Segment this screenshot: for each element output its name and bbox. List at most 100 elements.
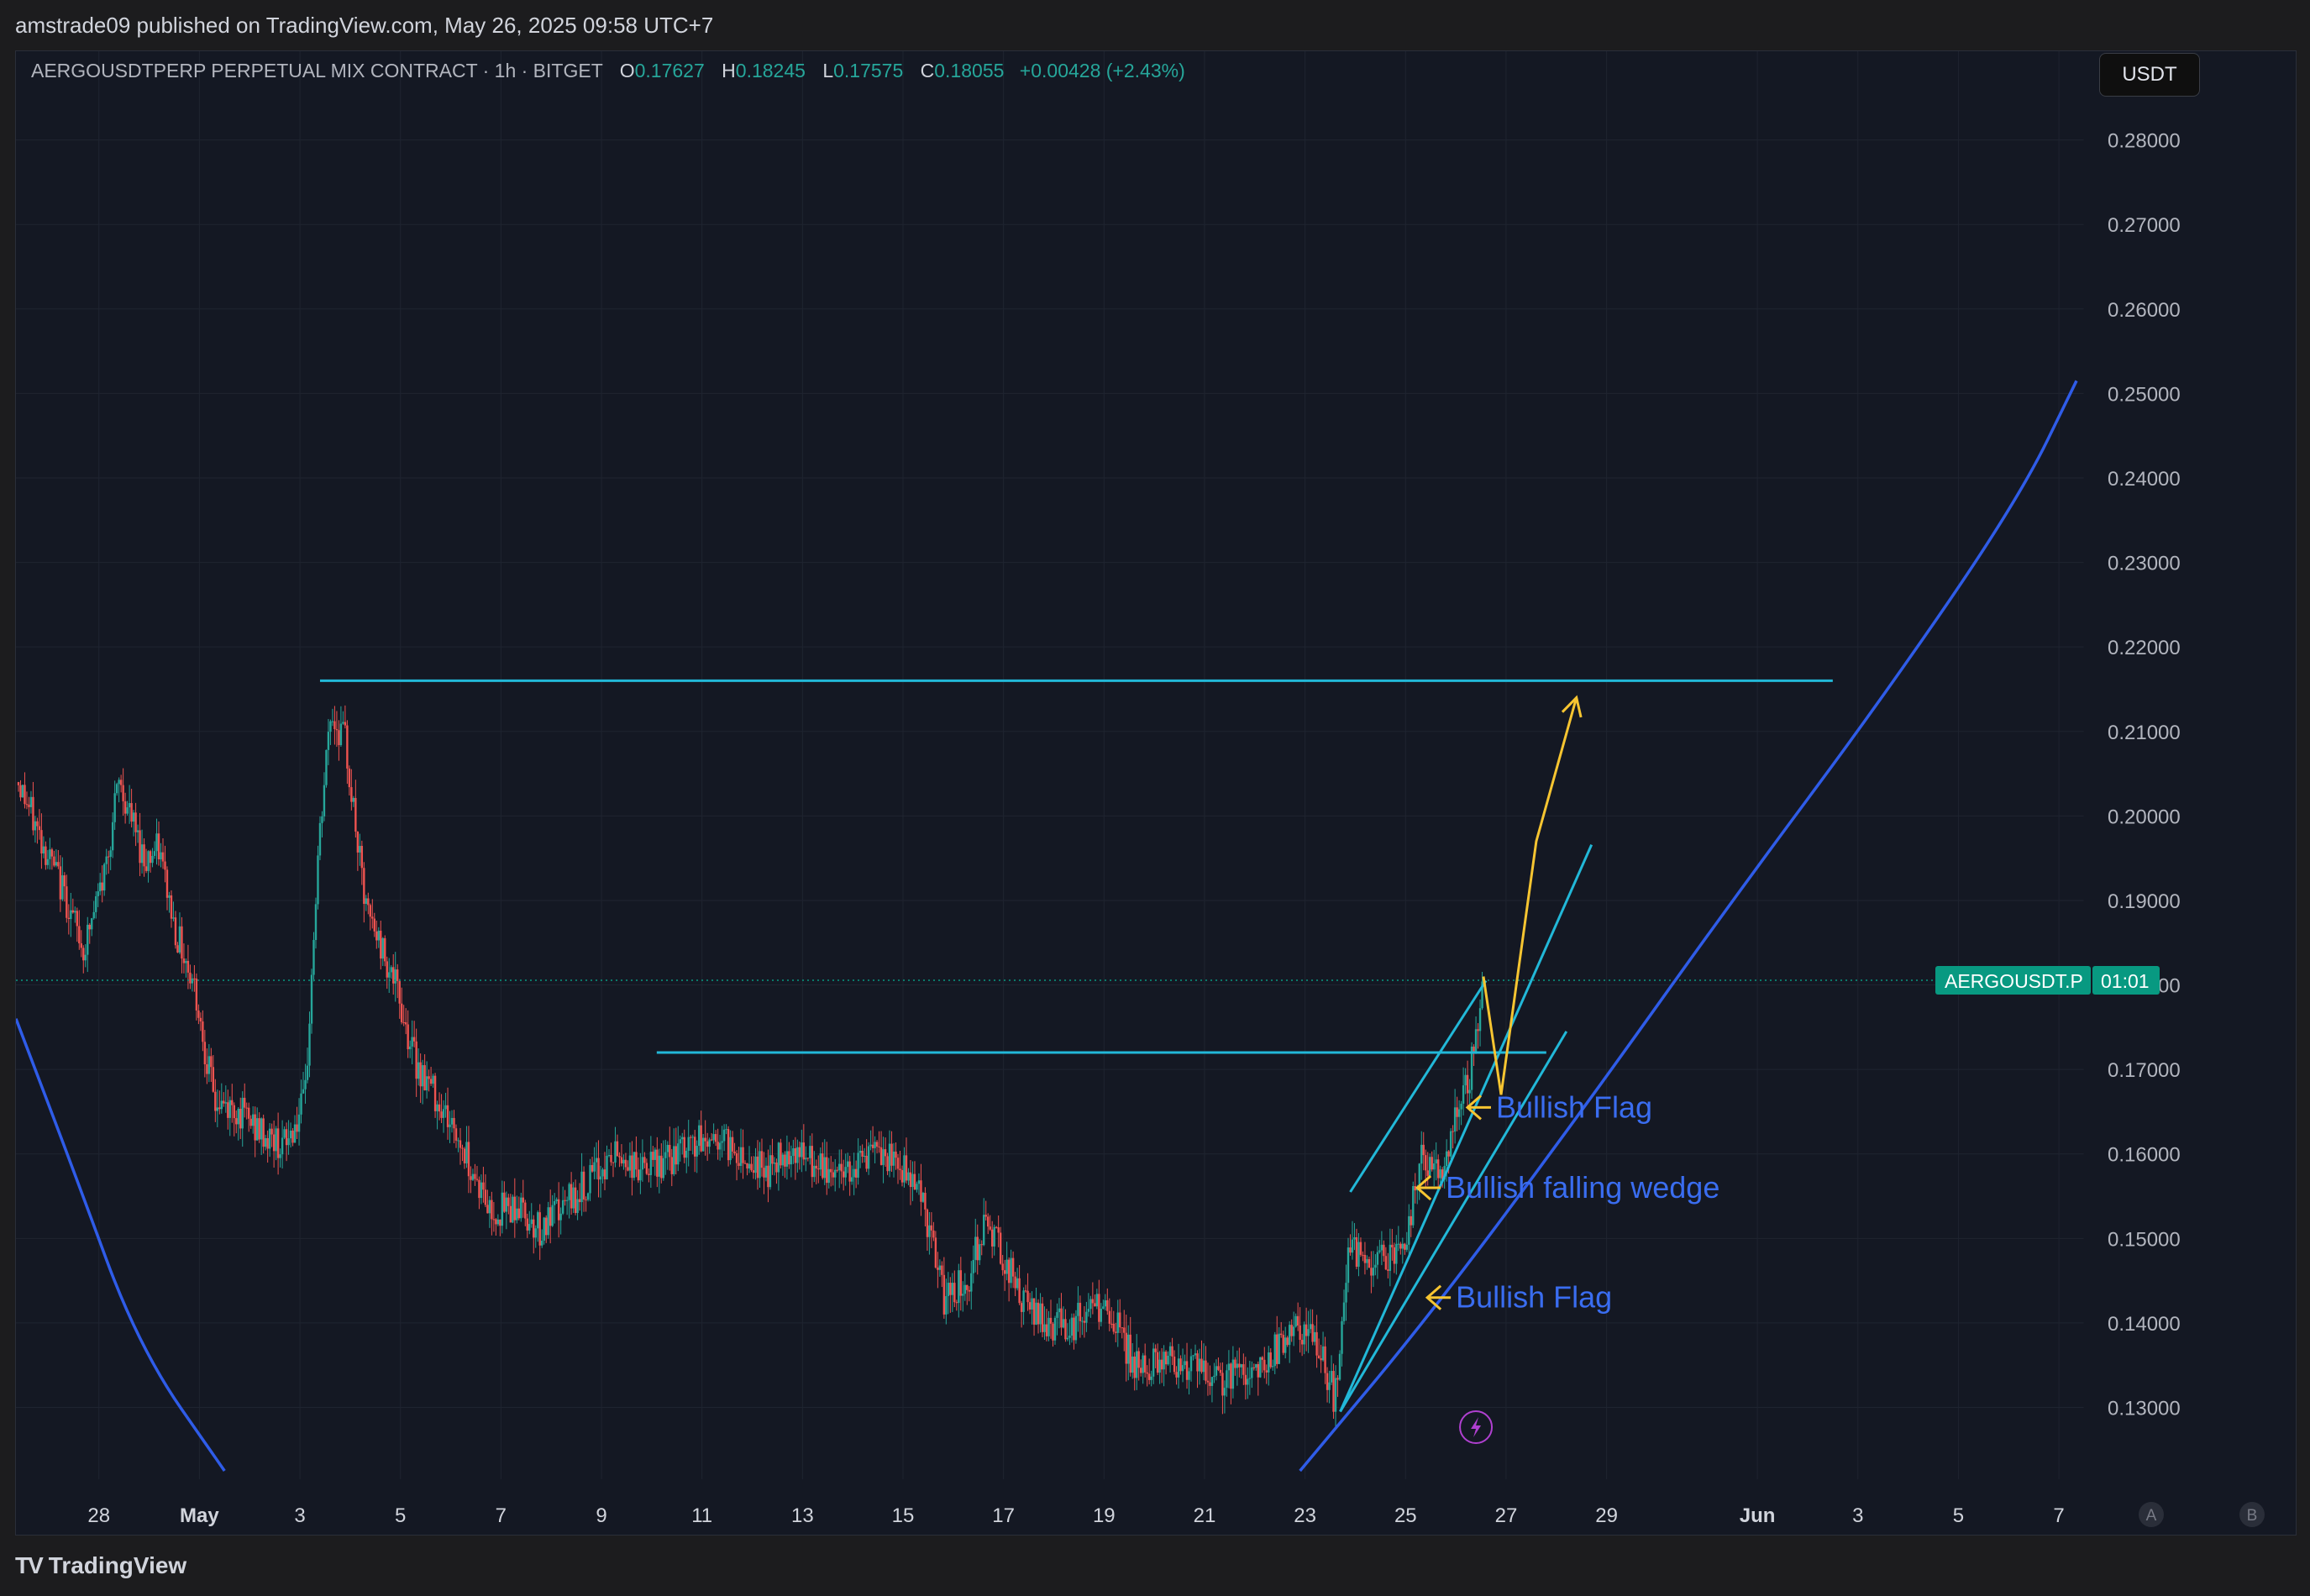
candle-body xyxy=(746,1163,748,1169)
price-tick-label: 0.17000 xyxy=(2108,1059,2181,1082)
candle-body xyxy=(496,1219,500,1225)
candle-body xyxy=(959,1270,963,1296)
candle-body xyxy=(826,1157,828,1184)
candle-body xyxy=(272,1134,276,1152)
candle-body xyxy=(937,1267,939,1270)
drawing-rising-channel-line[interactable] xyxy=(1339,1031,1568,1413)
candle-body xyxy=(1332,1371,1335,1412)
candle-body xyxy=(123,801,127,814)
candle-body xyxy=(1150,1376,1152,1380)
candle-body xyxy=(67,917,71,920)
candle-body xyxy=(300,1093,302,1115)
chart-pane[interactable]: Bullish Flag Bullish falling wedge Bullish… xyxy=(15,50,2297,1536)
drawing-parabolic-support-left[interactable] xyxy=(16,1018,226,1472)
candle-body xyxy=(1309,1324,1312,1330)
candle-body xyxy=(1456,1107,1458,1117)
candle-body xyxy=(1173,1356,1176,1373)
ohlc-legend: AERGOUSDTPERP PERPETUAL MIX CONTRACT · 1… xyxy=(31,60,1185,82)
candle-body xyxy=(132,812,135,822)
candle-body xyxy=(524,1202,527,1219)
drawing-rising-channel-line[interactable] xyxy=(1349,979,1488,1193)
last-price-tag[interactable]: AERGOUSDT.P 01:01 xyxy=(1935,966,2160,995)
candle-body xyxy=(840,1163,843,1172)
candle-body xyxy=(572,1187,575,1209)
candle-body xyxy=(809,1146,811,1158)
candle-body xyxy=(1142,1355,1144,1373)
candle-body xyxy=(941,1265,943,1275)
candle-body xyxy=(1481,981,1483,1009)
candle-body xyxy=(805,1158,807,1160)
candle-body xyxy=(704,1137,706,1142)
price-tag-symbol-bg xyxy=(1935,966,2091,995)
candle-body xyxy=(882,1149,885,1165)
candle-body xyxy=(1362,1254,1364,1256)
tradingview-logo[interactable]: TV TradingView xyxy=(15,1552,186,1579)
candle-body xyxy=(712,1134,715,1141)
candle-body xyxy=(1433,1163,1436,1170)
drawing-parabolic-support-right[interactable] xyxy=(1299,380,2078,1473)
candle-body xyxy=(557,1199,560,1221)
candle-body xyxy=(170,895,173,919)
time-tick-label: 9 xyxy=(596,1504,606,1527)
time-axis[interactable]: 28 May 3 5 7 9 11 13 15 17 19 21 23 25 27 29 Jun 3 5 7 xyxy=(87,1504,2064,1527)
candle-body xyxy=(310,974,313,1024)
candle-body xyxy=(582,1171,585,1200)
candle-body xyxy=(255,1118,259,1141)
candle-body xyxy=(752,1170,755,1173)
candle-body xyxy=(249,1118,252,1126)
candle-body xyxy=(1003,1270,1006,1274)
candle-body xyxy=(1143,1355,1147,1373)
candle-body xyxy=(1288,1325,1291,1346)
candle-body xyxy=(822,1153,824,1179)
candle-body xyxy=(537,1212,539,1229)
scale-button-b[interactable] xyxy=(2239,1502,2265,1527)
candle-body xyxy=(115,784,118,794)
candle-body xyxy=(444,1105,447,1110)
candle-body xyxy=(1405,1244,1408,1250)
candle-body xyxy=(538,1212,541,1246)
candle-body xyxy=(1311,1324,1314,1342)
drawing-rising-channel-line[interactable] xyxy=(1339,843,1593,1413)
candle-body xyxy=(947,1283,950,1296)
candle-body xyxy=(618,1156,621,1158)
candle-body xyxy=(565,1200,569,1201)
price-tick-label: 0.14000 xyxy=(2108,1313,2181,1336)
candle-body xyxy=(1205,1360,1207,1381)
price-axis[interactable]: 0.130000.140000.150000.160000.170000.180… xyxy=(2083,51,2181,1536)
candle-body xyxy=(223,1100,225,1104)
candle-body xyxy=(1146,1372,1148,1374)
price-tick-label: 0.26000 xyxy=(2108,299,2181,322)
candle-body xyxy=(1303,1324,1305,1345)
candle-body xyxy=(425,1076,428,1091)
candle-body xyxy=(968,1289,970,1292)
drawing-yellow-projection[interactable] xyxy=(1482,697,1578,1095)
candle-body xyxy=(356,832,360,853)
candle-body xyxy=(1189,1356,1193,1372)
candle-body xyxy=(708,1139,711,1147)
symbol-title[interactable]: AERGOUSDTPERP PERPETUAL MIX CONTRACT · 1… xyxy=(31,60,603,81)
candle-body xyxy=(869,1144,872,1147)
candle-body xyxy=(520,1197,522,1219)
lightning-icon[interactable] xyxy=(1459,1410,1494,1444)
candle-body xyxy=(974,1236,977,1260)
candle-body xyxy=(694,1137,696,1157)
candle-body xyxy=(1447,1151,1450,1157)
candle-body xyxy=(1345,1283,1347,1303)
candle-body xyxy=(262,1118,265,1147)
candle-body xyxy=(1272,1366,1274,1368)
candle-body xyxy=(507,1197,510,1206)
candle-body xyxy=(501,1192,504,1226)
price-chart[interactable]: Bullish Flag Bullish falling wedge Bullish… xyxy=(16,51,2297,1536)
candle-body xyxy=(1457,1109,1461,1117)
candle-body xyxy=(165,869,169,898)
scale-button-a[interactable] xyxy=(2139,1502,2164,1527)
candle-body xyxy=(1334,1378,1337,1412)
time-tick-label: 3 xyxy=(294,1504,305,1527)
candle-body xyxy=(470,1176,472,1180)
candle-body xyxy=(87,924,89,955)
candle-body xyxy=(522,1197,524,1203)
currency-button[interactable]: USDT xyxy=(2099,53,2200,97)
candle-body xyxy=(886,1156,889,1172)
candle-body xyxy=(268,1128,271,1149)
tradingview-logo-text: TradingView xyxy=(48,1552,187,1578)
